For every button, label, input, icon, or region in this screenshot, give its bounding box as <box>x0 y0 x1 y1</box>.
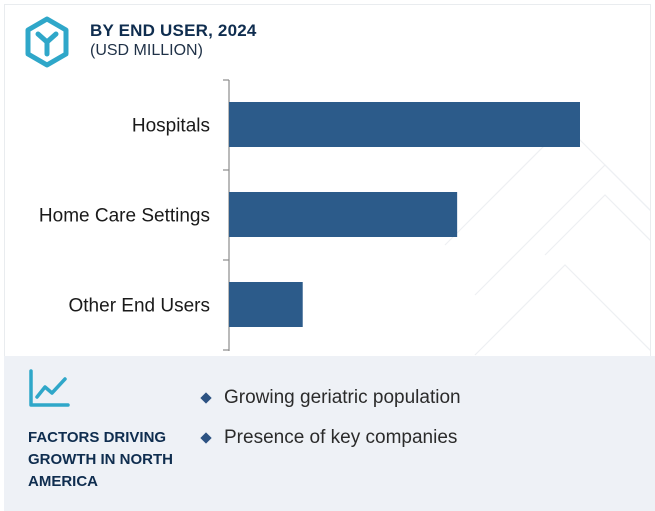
diamond-bullet-icon <box>200 432 212 444</box>
category-label: Hospitals <box>132 116 210 137</box>
hexagon-y-logo-icon <box>25 16 69 68</box>
factors-panel: FACTORS DRIVING GROWTH IN NORTH AMERICA … <box>4 356 655 511</box>
trend-chart-icon <box>29 369 70 407</box>
factor-item: Presence of key companies <box>200 427 458 449</box>
factors-heading: FACTORS DRIVING GROWTH IN NORTH AMERICA <box>28 429 173 490</box>
bar-hospitals <box>229 102 580 147</box>
factor-item-label: Growing geriatric population <box>224 387 461 408</box>
factor-item: Growing geriatric population <box>200 387 461 409</box>
chart-title: BY END USER, 2024 <box>90 21 257 40</box>
category-label: Home Care Settings <box>39 206 210 227</box>
bar-other-end-users <box>229 282 303 327</box>
category-label: Other End Users <box>69 296 211 317</box>
bar-chart: Hospitals Home Care Settings Other End Use… <box>39 79 580 351</box>
bar-home-care-settings <box>229 192 458 237</box>
chart-subtitle: (USD MILLION) <box>90 42 203 59</box>
factor-item-label: Presence of key companies <box>224 427 458 448</box>
diamond-bullet-icon <box>200 392 212 404</box>
